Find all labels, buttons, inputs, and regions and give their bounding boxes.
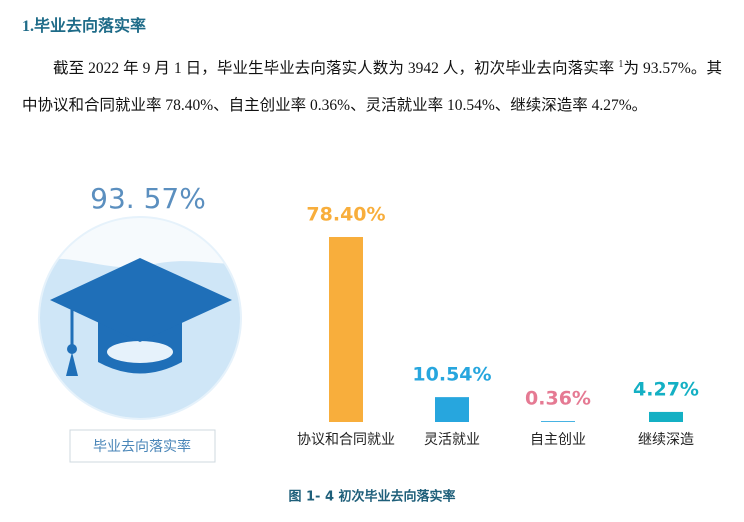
- value-label: 4.27%: [633, 378, 699, 400]
- label-box: [69, 429, 216, 463]
- text: 截至 2022 年 9 月 1 日，毕业生毕业去向落实人数为 3942 人，初次…: [53, 60, 619, 77]
- rate-value: 93. 57%: [90, 182, 206, 215]
- bar: [329, 237, 363, 422]
- value-label: 10.54%: [412, 364, 491, 386]
- text: 为 93.57%。其中协议和合同就业率 78.40%、自主创业率 0.36%、灵…: [22, 60, 722, 114]
- icon: [38, 216, 242, 420]
- bar: [541, 421, 575, 422]
- category-label: 协议和合同就业: [297, 432, 395, 448]
- value-label: 78.40%: [306, 204, 385, 226]
- category-label: 灵活就业: [424, 432, 480, 448]
- category-label: 自主创业: [530, 432, 586, 448]
- paragraph: 截至 2022 年 9 月 1 日，毕业生毕业去向落实人数为 3942 人，初次…: [22, 50, 722, 124]
- bar: [649, 411, 683, 422]
- category-label: 继续深造: [638, 431, 694, 448]
- value-label: 0.36%: [525, 388, 591, 410]
- caption: 图 1- 4 初次毕业去向落实率: [288, 489, 455, 505]
- rate-label: 毕业去向落实率: [93, 438, 191, 455]
- heading: 1.毕业去向落实率: [22, 18, 147, 35]
- bar: [435, 397, 469, 422]
- footnote-mark: 1: [618, 58, 624, 70]
